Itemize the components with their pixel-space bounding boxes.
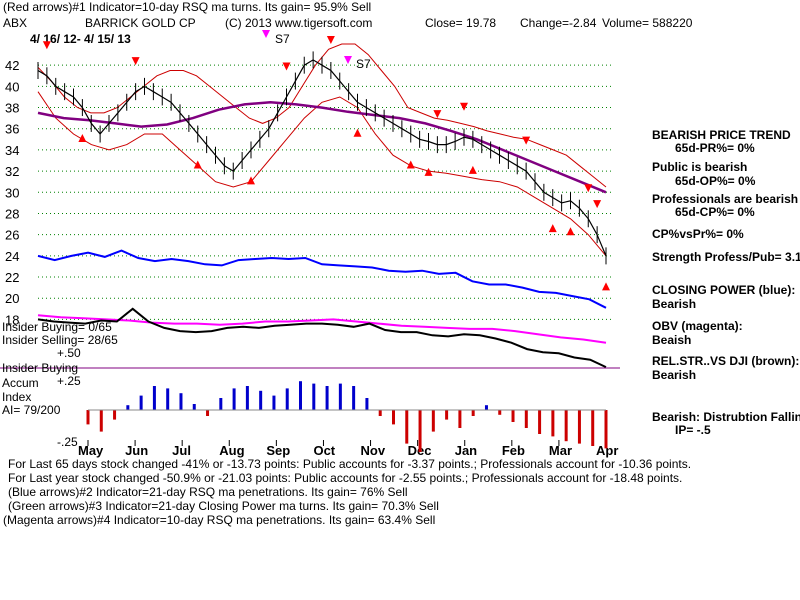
y-tick-38: 38	[5, 101, 19, 116]
footer-blue-arrows: (Blue arrows)#2 Indicator=21-day RSQ ma …	[8, 485, 408, 499]
x-tick-nov: Nov	[361, 443, 386, 458]
obv-value: Beaish	[652, 333, 692, 347]
closing-power-value: Bearish	[652, 297, 697, 311]
x-tick-feb: Feb	[502, 443, 525, 458]
index-label: Index	[2, 390, 32, 404]
y-tick-22: 22	[5, 270, 19, 285]
up-arrow-icon	[602, 282, 610, 291]
public-status: Public is bearish	[652, 160, 748, 174]
change-value: Change=-2.84	[520, 16, 597, 30]
relstr-value: Bearish	[652, 368, 697, 382]
signal-arrows	[42, 30, 610, 291]
cp-vs-pr: CP%vsPr%= 0%	[652, 227, 744, 241]
professional-status: Professionals are bearish	[652, 192, 799, 206]
down-arrow-icon	[131, 57, 140, 66]
relstr-title: REL.STR..VS DJI (brown):	[652, 354, 800, 368]
accum-plus25-label: +.25	[57, 374, 81, 388]
insider-buying-count: Insider Buying= 0/65	[2, 320, 112, 334]
company-name: BARRICK GOLD CP	[85, 16, 196, 30]
up-arrow-icon	[353, 128, 362, 137]
trend-title: BEARISH PRICE TREND	[652, 128, 791, 142]
closing-power-line	[37, 249, 607, 309]
down-arrow-icon	[433, 110, 442, 119]
distribution-status: Bearish: Distrubtion Falling	[652, 410, 800, 424]
pr-value: 65d-PR%= 0%	[675, 141, 755, 155]
y-tick-40: 40	[5, 79, 19, 94]
down-arrow-icon	[326, 36, 335, 44]
copyright: (C) 2013 www.tigersoft.com	[225, 16, 373, 30]
y-tick-20: 20	[5, 291, 19, 306]
x-tick-jan: Jan	[455, 443, 477, 458]
up-arrow-icon	[78, 134, 87, 143]
y-tick-32: 32	[5, 164, 19, 179]
relstr-line	[37, 307, 607, 369]
x-tick-sep: Sep	[266, 443, 290, 458]
closing-power-title: CLOSING POWER (blue):	[652, 283, 796, 297]
y-tick-26: 26	[5, 228, 19, 243]
obv-title: OBV (magenta):	[652, 319, 743, 333]
up-arrow-icon	[424, 167, 433, 176]
x-tick-aug: Aug	[219, 443, 244, 458]
y-tick-34: 34	[5, 143, 19, 158]
x-tick-may: May	[78, 443, 104, 458]
down-arrow-icon	[593, 200, 602, 209]
magenta-arrow-icon	[262, 30, 270, 38]
header-indicator-line: (Red arrows)#1 Indicator=10-day RSQ ma t…	[3, 0, 372, 14]
volume-value: Volume= 588220	[602, 16, 693, 30]
down-arrow-icon	[460, 102, 468, 111]
accum-minus25-label: -.25	[57, 435, 78, 449]
obv-line	[37, 314, 607, 344]
up-arrow-icon	[406, 160, 415, 169]
x-tick-jun: Jun	[125, 443, 148, 458]
footer-magenta-arrows: (Magenta arrows)#4 Indicator=10-day RSQ …	[3, 513, 436, 527]
ai-value: AI= 79/200	[2, 403, 61, 417]
x-axis-ticks: MayJunJulAugSepOctNovDecJanFebMarApr	[78, 440, 618, 458]
y-tick-24: 24	[5, 249, 19, 264]
x-tick-oct: Oct	[313, 443, 335, 458]
y-tick-36: 36	[5, 122, 19, 137]
up-arrow-icon	[468, 165, 477, 174]
moving-average-line	[37, 101, 607, 194]
footer-year: For Last year stock changed -50.9% or -2…	[8, 471, 683, 485]
accum-index-bars	[86, 381, 608, 452]
up-arrow-icon	[193, 160, 202, 169]
y-tick-18: 18	[5, 312, 19, 327]
date-range: 4/ 16/ 12- 4/ 15/ 13	[30, 32, 131, 46]
cp-value: 65d-CP%= 0%	[675, 205, 755, 219]
y-tick-30: 30	[5, 185, 19, 200]
x-tick-apr: Apr	[596, 443, 618, 458]
op-value: 65d-OP%= 0%	[675, 174, 756, 188]
magenta-arrow-icon	[344, 56, 352, 64]
footer-65day: For Last 65 days stock changed -41% or -…	[8, 457, 692, 471]
up-arrow-icon	[548, 224, 557, 233]
strength-ratio: Strength Profess/Pub= 3.1	[652, 250, 800, 264]
down-arrow-icon	[42, 41, 51, 50]
insider-buying-line-label: Insider Buying	[2, 361, 79, 375]
y-tick-42: 42	[5, 58, 19, 73]
ticker-symbol: ABX	[3, 16, 28, 30]
s7-label-1: S7	[275, 32, 290, 46]
y-tick-28: 28	[5, 206, 19, 221]
lower-band-line	[37, 91, 607, 257]
up-arrow-icon	[566, 227, 575, 236]
insider-selling-count: Insider Selling= 28/65	[2, 333, 118, 347]
y-axis-ticks: 42 40 38 36 34 32 30 28 26 24 22 20 18	[5, 58, 19, 327]
series-layer	[37, 43, 607, 369]
down-arrow-icon	[282, 62, 291, 71]
accum-plus50-label: +.50	[57, 346, 81, 360]
close-price: Close= 19.78	[425, 16, 497, 30]
footer-green-arrows: (Green arrows)#3 Indicator=21-day Closin…	[8, 499, 439, 513]
x-tick-mar: Mar	[549, 443, 572, 458]
down-arrow-icon	[584, 184, 593, 193]
x-tick-jul: Jul	[172, 443, 191, 458]
accum-label: Accum	[2, 376, 39, 390]
s7-label-2: S7	[356, 57, 371, 71]
up-arrow-icon	[247, 176, 255, 185]
down-arrow-icon	[522, 136, 531, 145]
ip-value: IP= -.5	[675, 423, 711, 437]
